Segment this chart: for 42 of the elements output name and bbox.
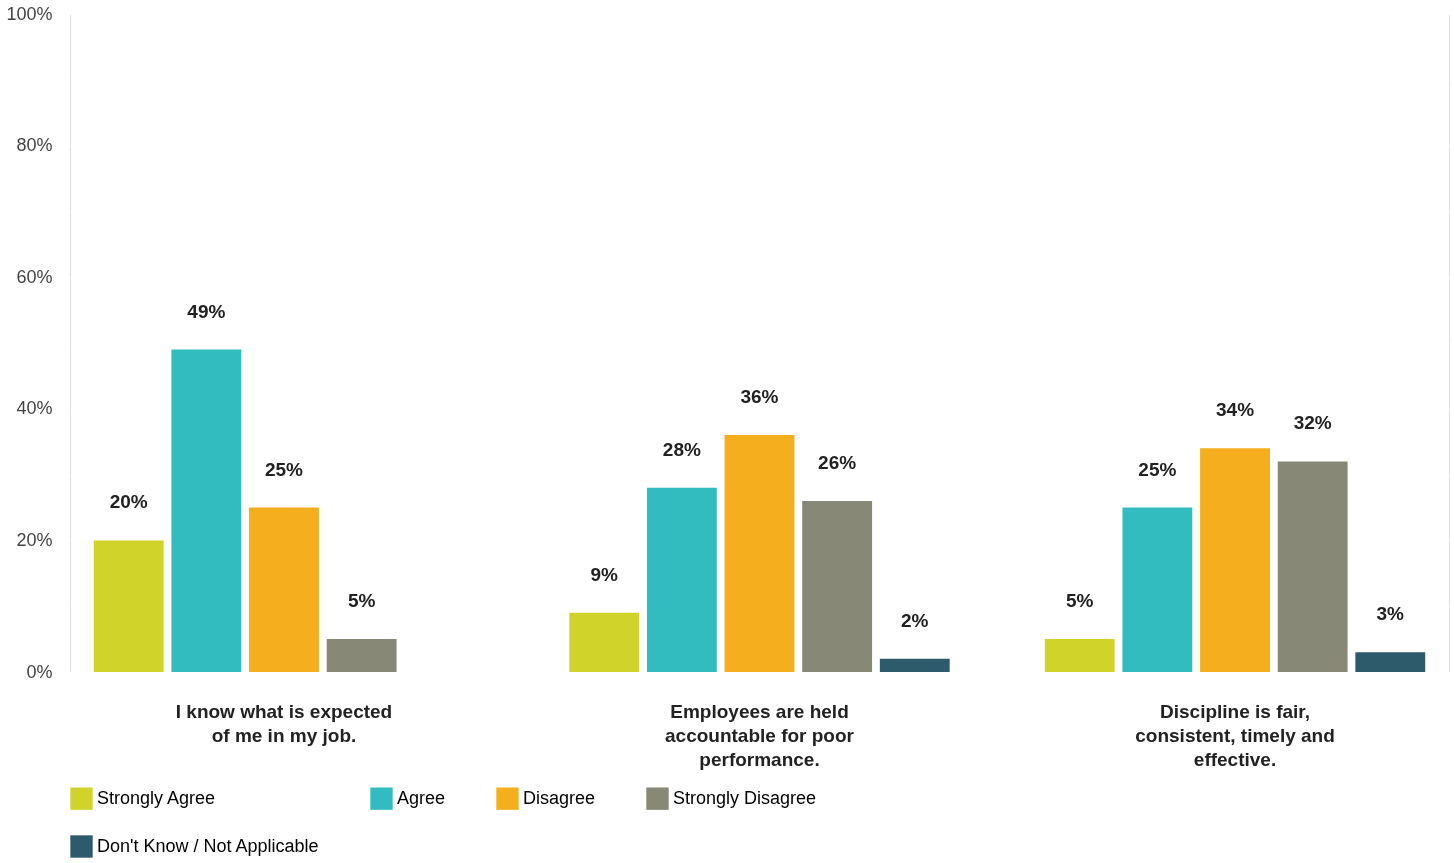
y-tick-label: 20% [16,529,53,550]
data-label: 20% [109,491,148,513]
data-label: 34% [1216,399,1255,421]
x-tick-label: Employees are held accountable for poor performance. [665,700,855,770]
bar [1355,652,1426,672]
bar [1277,461,1348,672]
y-tick-label: 80% [16,135,53,156]
data-label: 26% [818,451,857,473]
y-tick-label: 0% [26,661,53,682]
bar [326,639,397,672]
data-label: 32% [1293,412,1332,434]
data-label: 9% [590,563,619,585]
bar [171,349,242,672]
y-tick-label: 40% [16,398,53,419]
bar [1122,507,1193,672]
legend-label: Strongly Disagree [673,787,817,808]
bar [802,500,873,672]
legend-label: Strongly Agree [97,787,216,808]
data-label: 5% [1066,590,1094,612]
data-label: 25% [1138,458,1177,480]
legend-label: Agree [397,787,446,808]
data-label: 36% [740,386,779,408]
y-tick-label: 100% [6,3,53,24]
bar [1200,448,1270,672]
data-label: 3% [1376,603,1405,625]
legend-label: Don't Know / Not Applicable [97,835,319,856]
data-label: 5% [347,590,376,612]
bar [1044,639,1115,672]
bar [646,487,717,672]
data-label: 2% [901,609,929,631]
data-label: 28% [662,438,701,460]
bar [249,507,319,672]
bar [724,435,795,672]
bar [879,658,950,672]
legend-label: Disagree [523,787,596,808]
data-label: 49% [187,300,226,322]
y-tick-label: 60% [16,266,53,287]
data-label: 25% [264,458,304,480]
x-tick-label: I know what is expected of me in my job. [175,700,393,746]
x-tick-label: Discipline is fair, consistent, timely and effective. [1135,700,1335,770]
bar [93,540,164,672]
bar [569,612,640,672]
